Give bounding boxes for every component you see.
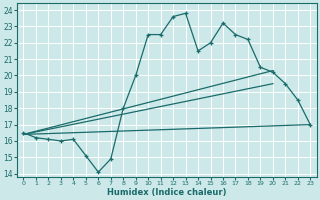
X-axis label: Humidex (Indice chaleur): Humidex (Indice chaleur) [107,188,227,197]
